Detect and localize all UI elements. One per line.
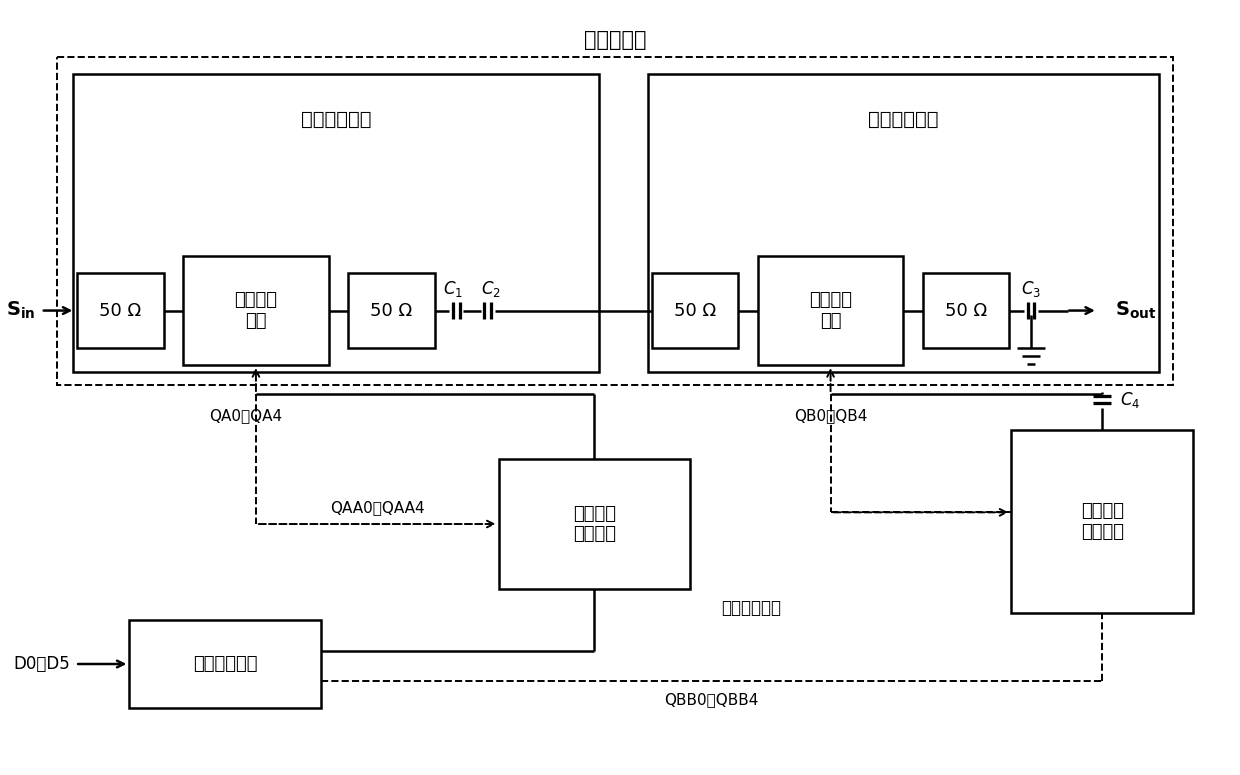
Text: 数控电阻
网络: 数控电阻 网络: [234, 291, 278, 330]
Text: 数控电阻
网络: 数控电阻 网络: [808, 291, 852, 330]
Bar: [184, 256, 329, 365]
Bar: [652, 273, 738, 348]
Bar: [498, 460, 691, 588]
Bar: [57, 57, 1173, 385]
Text: 第二主衰减器: 第二主衰减器: [868, 109, 939, 129]
Bar: [77, 273, 164, 348]
Text: 50 Ω: 50 Ω: [99, 301, 141, 319]
Text: D0～D5: D0～D5: [14, 655, 71, 673]
Text: 50 Ω: 50 Ω: [371, 301, 413, 319]
Bar: [758, 256, 903, 365]
Text: $C_4$: $C_4$: [1120, 390, 1140, 410]
Bar: [923, 273, 1009, 348]
Text: $C_2$: $C_2$: [481, 279, 501, 298]
Bar: [1012, 429, 1193, 613]
Text: 第一衰减
微调电路: 第一衰减 微调电路: [573, 505, 616, 543]
Bar: [129, 620, 321, 708]
Text: 50 Ω: 50 Ω: [675, 301, 715, 319]
Bar: [73, 74, 599, 372]
Text: $C_3$: $C_3$: [1021, 279, 1042, 298]
Text: $C_1$: $C_1$: [444, 279, 464, 298]
Bar: [348, 273, 435, 348]
Text: 衰减微调电路: 衰减微调电路: [722, 599, 781, 618]
Text: QAA0～QAA4: QAA0～QAA4: [330, 501, 424, 515]
Text: $\mathbf{S_{in}}$: $\mathbf{S_{in}}$: [6, 300, 36, 321]
Text: QA0～QA4: QA0～QA4: [210, 408, 283, 423]
Text: QBB0～QBB4: QBB0～QBB4: [665, 692, 759, 707]
Text: 第一主衰减器: 第一主衰减器: [301, 109, 371, 129]
Text: $\mathbf{S_{out}}$: $\mathbf{S_{out}}$: [1116, 300, 1157, 321]
Text: 主衰减电路: 主衰减电路: [584, 29, 646, 50]
Text: 50 Ω: 50 Ω: [945, 301, 987, 319]
Text: 译码控制电路: 译码控制电路: [192, 655, 257, 673]
Text: 第二衰减
微调电路: 第二衰减 微调电路: [1081, 502, 1123, 541]
Bar: [647, 74, 1158, 372]
Text: QB0～QB4: QB0～QB4: [794, 408, 867, 423]
